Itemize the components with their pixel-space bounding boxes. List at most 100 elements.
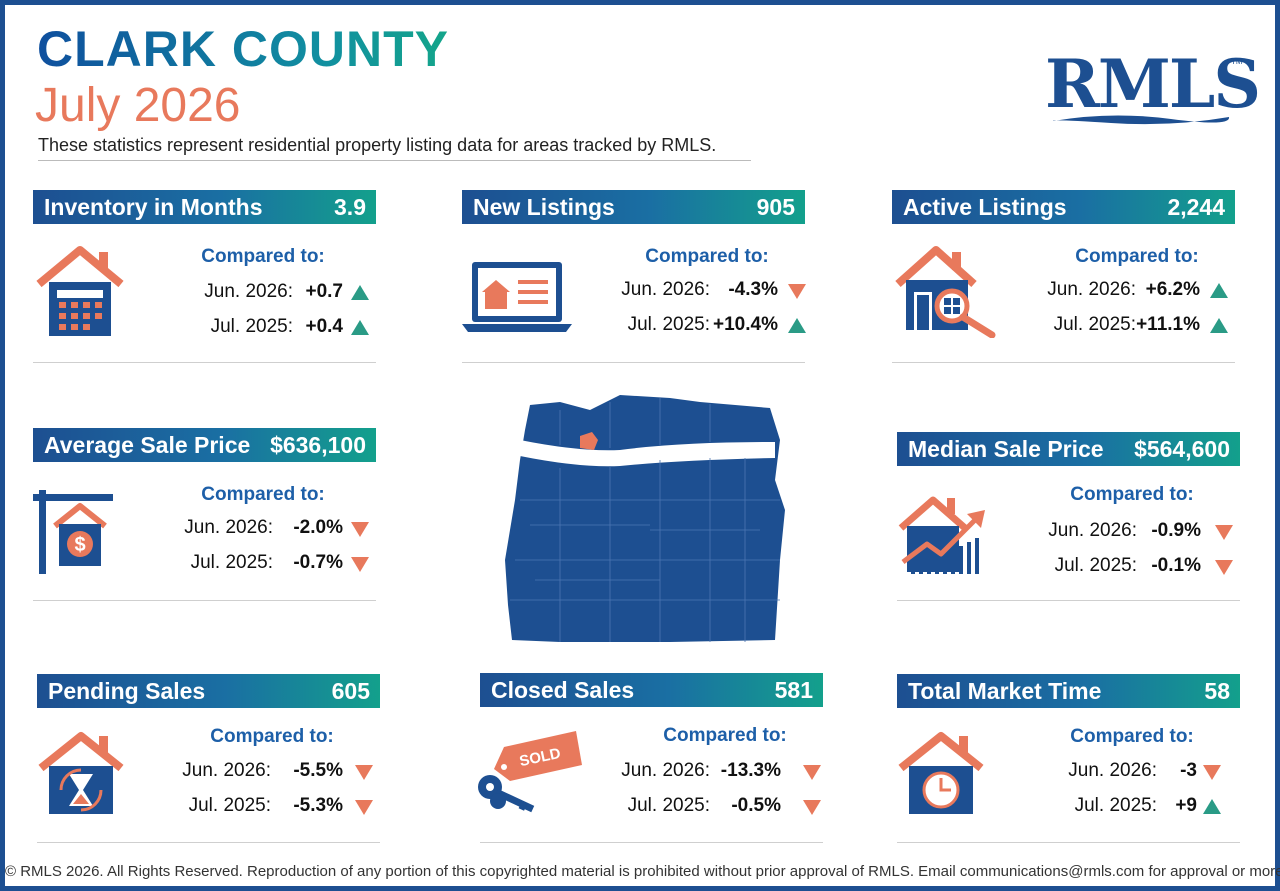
comparison-change: +6.2% — [1145, 279, 1200, 300]
arrow-down-icon — [355, 800, 373, 815]
comparison-period: Jun. 2026: — [184, 517, 273, 538]
comparison-row: Jun. 2026: +0.7 — [143, 281, 373, 305]
page-description: These statistics represent residential p… — [38, 135, 751, 161]
card-header: Active Listings 2,244 — [892, 190, 1235, 224]
comparison-period: Jun. 2026: — [204, 281, 293, 302]
comparison-row: Jun. 2026: -3 — [1007, 760, 1237, 784]
comparison-period: Jun. 2026: — [1068, 760, 1157, 781]
divider — [33, 362, 376, 363]
divider — [33, 600, 376, 601]
card-label: Active Listings — [903, 194, 1067, 220]
house-growth-chart-icon — [898, 496, 985, 574]
comparison-change: -13.3% — [720, 760, 781, 781]
page-subtitle: July 2026 — [35, 79, 241, 132]
comparison-change: -4.3% — [728, 279, 778, 300]
card-header: New Listings 905 — [462, 190, 805, 224]
compared-label: Compared to: — [210, 726, 334, 747]
card-label: Median Sale Price — [908, 436, 1104, 462]
card-header: Pending Sales 605 — [37, 674, 380, 708]
arrow-up-icon — [351, 320, 369, 335]
comparison-period: Jul. 2025: — [188, 795, 271, 816]
card-header: Total Market Time 58 — [897, 674, 1240, 708]
comparison-row: Jun. 2026: -0.9% — [1007, 520, 1237, 544]
card-header: Median Sale Price $564,600 — [897, 432, 1240, 466]
copyright-footer: © RMLS 2026. All Rights Reserved. Reprod… — [5, 863, 1280, 880]
comparison-change: -0.5% — [731, 795, 781, 816]
comparison-row: Jun. 2026: -2.0% — [143, 517, 373, 541]
comparison-period: Jun. 2026: — [1047, 279, 1136, 300]
comparison-period: Jun. 2026: — [621, 760, 710, 781]
card-value: $636,100 — [270, 432, 366, 458]
arrow-down-icon — [355, 765, 373, 780]
comparison-change: -0.9% — [1151, 520, 1201, 541]
divider — [897, 842, 1240, 843]
comparison-period: Jul. 2025: — [210, 316, 293, 337]
clark-county-highlight — [580, 432, 598, 450]
compared-label: Compared to: — [1075, 246, 1199, 267]
logo-swoosh-icon — [1052, 115, 1230, 125]
comparison-change: +0.7 — [305, 281, 343, 302]
comparison-change: +10.4% — [713, 314, 778, 335]
card-value: 581 — [774, 677, 813, 703]
comparison-change: -5.5% — [293, 760, 343, 781]
compared-label: Compared to: — [645, 246, 769, 267]
compared-label: Compared to: — [1070, 484, 1194, 505]
comparison-row: Jul. 2025: +10.4% — [580, 314, 810, 338]
comparison-row: Jul. 2025: +0.4 — [143, 316, 373, 340]
arrow-down-icon — [1203, 765, 1221, 780]
card-value: 2,244 — [1167, 194, 1225, 220]
rmls-logo: RMLS — [1045, 45, 1261, 123]
house-magnifier-icon — [895, 246, 996, 338]
card-value: 605 — [331, 678, 370, 704]
divider — [897, 600, 1240, 601]
arrow-up-icon — [1203, 799, 1221, 814]
house-sign-dollar-icon: $ — [33, 490, 113, 574]
comparison-row: Jun. 2026: -5.5% — [147, 760, 377, 784]
oregon-washington-counties-map — [505, 395, 785, 642]
comparison-row: Jul. 2025: -0.1% — [1007, 555, 1237, 579]
card-label: New Listings — [473, 194, 615, 220]
house-calendar-icon — [36, 246, 124, 336]
comparison-row: Jul. 2025: -5.3% — [147, 795, 377, 819]
card-value: 3.9 — [334, 194, 366, 220]
comparison-period: Jun. 2026: — [1048, 520, 1137, 541]
arrow-up-icon — [351, 285, 369, 300]
divider — [480, 842, 823, 843]
comparison-period: Jul. 2025: — [627, 795, 710, 816]
card-value: 58 — [1204, 678, 1230, 704]
comparison-row: Jul. 2025: -0.5% — [595, 795, 825, 819]
card-label: Average Sale Price — [44, 432, 251, 458]
arrow-up-icon — [1210, 283, 1228, 298]
card-label: Inventory in Months — [44, 194, 263, 220]
comparison-period: Jul. 2025: — [190, 552, 273, 573]
comparison-change: +9 — [1175, 795, 1197, 816]
arrow-down-icon — [1215, 560, 1233, 575]
divider — [37, 842, 380, 843]
house-hourglass-icon — [38, 732, 124, 814]
comparison-change: +11.1% — [1136, 314, 1200, 335]
comparison-row: Jun. 2026: -13.3% — [595, 760, 825, 784]
comparison-change: -0.7% — [293, 552, 343, 573]
comparison-period: Jun. 2026: — [621, 279, 710, 300]
arrow-down-icon — [1215, 525, 1233, 540]
arrow-down-icon — [788, 284, 806, 299]
comparison-period: Jul. 2025: — [1053, 314, 1136, 335]
card-header: Average Sale Price $636,100 — [33, 428, 376, 462]
comparison-change: -5.3% — [293, 795, 343, 816]
comparison-period: Jul. 2025: — [627, 314, 710, 335]
arrow-down-icon — [803, 800, 821, 815]
svg-text:$: $ — [74, 534, 85, 556]
card-header: Closed Sales 581 — [480, 673, 823, 707]
card-value: 905 — [756, 194, 795, 220]
arrow-down-icon — [351, 522, 369, 537]
comparison-change: -2.0% — [293, 517, 343, 538]
compared-label: Compared to: — [663, 725, 787, 746]
card-header: Inventory in Months 3.9 — [33, 190, 376, 224]
sold-tag-keys-icon: SOLD — [478, 731, 582, 813]
divider — [462, 362, 805, 363]
comparison-period: Jul. 2025: — [1054, 555, 1137, 576]
laptop-listing-icon — [462, 262, 572, 332]
card-label: Closed Sales — [491, 677, 635, 703]
arrow-up-icon — [788, 318, 806, 333]
